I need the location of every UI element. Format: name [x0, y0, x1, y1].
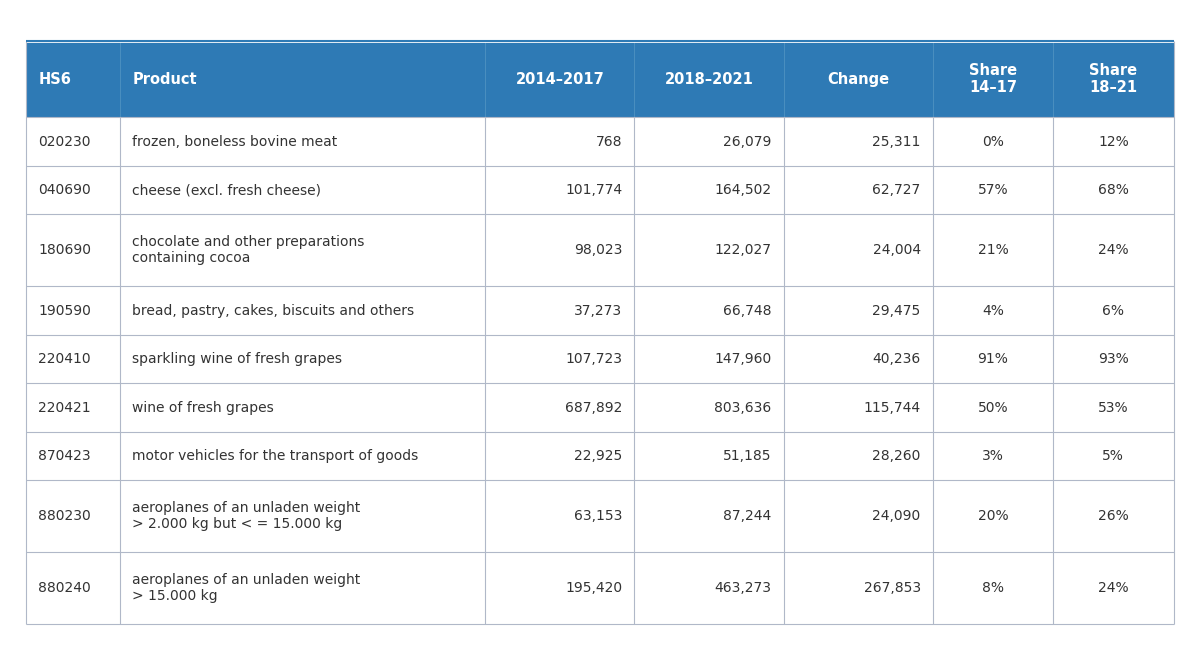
Text: 98,023: 98,023	[574, 243, 623, 257]
Bar	[26, 383, 1174, 432]
Text: 164,502: 164,502	[714, 183, 772, 198]
Text: 2014–2017: 2014–2017	[516, 72, 605, 86]
Text: 020230: 020230	[38, 134, 91, 149]
Bar	[26, 166, 1174, 214]
Text: 26,079: 26,079	[724, 134, 772, 149]
Text: 62,727: 62,727	[872, 183, 920, 198]
Bar	[26, 286, 1174, 334]
Text: 180690: 180690	[38, 243, 91, 257]
Text: 24,004: 24,004	[872, 243, 920, 257]
Text: aeroplanes of an unladen weight
> 15.000 kg: aeroplanes of an unladen weight > 15.000…	[132, 573, 361, 603]
Text: 040690: 040690	[38, 183, 91, 198]
Text: chocolate and other preparations
containing cocoa: chocolate and other preparations contain…	[132, 235, 365, 265]
Text: 3%: 3%	[982, 449, 1004, 464]
Text: 57%: 57%	[978, 183, 1008, 198]
Text: 24%: 24%	[1098, 581, 1129, 595]
Text: cheese (excl. fresh cheese): cheese (excl. fresh cheese)	[132, 183, 322, 198]
Text: 687,892: 687,892	[565, 400, 623, 415]
Text: bread, pastry, cakes, biscuits and others: bread, pastry, cakes, biscuits and other…	[132, 303, 414, 318]
Text: 53%: 53%	[1098, 400, 1129, 415]
Bar	[26, 41, 1174, 117]
Text: 25,311: 25,311	[872, 134, 920, 149]
Text: motor vehicles for the transport of goods: motor vehicles for the transport of good…	[132, 449, 419, 464]
Text: 803,636: 803,636	[714, 400, 772, 415]
Text: 463,273: 463,273	[714, 581, 772, 595]
Text: 115,744: 115,744	[864, 400, 920, 415]
Text: wine of fresh grapes: wine of fresh grapes	[132, 400, 275, 415]
Text: 66,748: 66,748	[724, 303, 772, 318]
Text: frozen, boneless bovine meat: frozen, boneless bovine meat	[132, 134, 337, 149]
Text: Share
14–17: Share 14–17	[968, 63, 1016, 95]
Text: 6%: 6%	[1103, 303, 1124, 318]
Text: 24%: 24%	[1098, 243, 1129, 257]
Text: 122,027: 122,027	[714, 243, 772, 257]
Text: 51,185: 51,185	[724, 449, 772, 464]
Text: 68%: 68%	[1098, 183, 1129, 198]
Text: 93%: 93%	[1098, 352, 1129, 366]
Text: aeroplanes of an unladen weight
> 2.000 kg but < = 15.000 kg: aeroplanes of an unladen weight > 2.000 …	[132, 501, 361, 531]
Text: 63,153: 63,153	[574, 509, 623, 523]
Text: 768: 768	[596, 134, 623, 149]
Text: 220421: 220421	[38, 400, 91, 415]
Text: 220410: 220410	[38, 352, 91, 366]
Text: 37,273: 37,273	[575, 303, 623, 318]
Text: 24,090: 24,090	[872, 509, 920, 523]
Text: 267,853: 267,853	[864, 581, 920, 595]
Text: 2018–2021: 2018–2021	[665, 72, 754, 86]
Text: 880230: 880230	[38, 509, 91, 523]
Text: 870423: 870423	[38, 449, 91, 464]
Text: sparkling wine of fresh grapes: sparkling wine of fresh grapes	[132, 352, 342, 366]
Text: 4%: 4%	[982, 303, 1004, 318]
Text: HS6: HS6	[38, 72, 71, 86]
Text: 87,244: 87,244	[724, 509, 772, 523]
Text: 195,420: 195,420	[565, 581, 623, 595]
Text: 20%: 20%	[978, 509, 1008, 523]
Text: 0%: 0%	[982, 134, 1004, 149]
Bar	[26, 334, 1174, 383]
Text: Change: Change	[827, 72, 889, 86]
Text: 5%: 5%	[1103, 449, 1124, 464]
Bar	[26, 432, 1174, 480]
Text: 26%: 26%	[1098, 509, 1129, 523]
Text: 40,236: 40,236	[872, 352, 920, 366]
Text: 21%: 21%	[978, 243, 1008, 257]
Text: 50%: 50%	[978, 400, 1008, 415]
Text: 22,925: 22,925	[574, 449, 623, 464]
Text: 190590: 190590	[38, 303, 91, 318]
Bar	[26, 214, 1174, 286]
Text: 12%: 12%	[1098, 134, 1129, 149]
Bar	[26, 480, 1174, 552]
Text: 28,260: 28,260	[872, 449, 920, 464]
Text: 147,960: 147,960	[714, 352, 772, 366]
Text: 8%: 8%	[982, 581, 1004, 595]
Text: Product: Product	[132, 72, 197, 86]
Text: 107,723: 107,723	[565, 352, 623, 366]
Text: 880240: 880240	[38, 581, 91, 595]
Text: 91%: 91%	[978, 352, 1008, 366]
Text: 29,475: 29,475	[872, 303, 920, 318]
Bar	[26, 552, 1174, 624]
Text: Share
18–21: Share 18–21	[1090, 63, 1138, 95]
Bar	[26, 117, 1174, 166]
Text: 101,774: 101,774	[565, 183, 623, 198]
